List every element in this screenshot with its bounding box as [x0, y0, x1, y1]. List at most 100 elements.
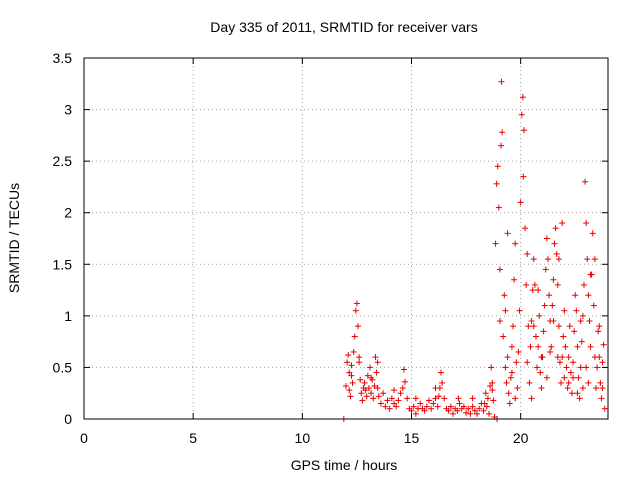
data-point — [574, 390, 581, 397]
data-point — [356, 359, 363, 366]
data-point — [563, 364, 570, 371]
data-point — [537, 369, 544, 376]
data-point — [564, 385, 571, 392]
data-point — [535, 287, 542, 294]
data-point — [597, 379, 604, 386]
data-point — [585, 379, 592, 386]
data-point — [449, 410, 456, 417]
data-point — [355, 323, 362, 330]
data-point — [594, 364, 601, 371]
y-tick-label: 3 — [64, 102, 72, 118]
axis-ticks — [83, 57, 608, 420]
data-point — [489, 387, 496, 394]
data-point — [408, 407, 415, 414]
data-point — [579, 385, 586, 392]
y-tick-label: 0 — [64, 411, 72, 427]
data-point — [551, 240, 558, 247]
data-point — [351, 333, 358, 340]
data-point — [469, 395, 476, 402]
data-point — [530, 256, 537, 263]
data-points — [340, 78, 608, 422]
data-point — [382, 403, 389, 410]
data-point — [345, 352, 352, 359]
data-point — [371, 382, 378, 389]
data-point — [391, 387, 398, 394]
data-point — [565, 354, 572, 361]
y-tick-label: 1.5 — [53, 256, 73, 272]
data-point — [498, 78, 505, 85]
data-point — [373, 369, 380, 376]
x-tick-labels: 0 5 10 15 20 — [80, 430, 529, 446]
data-point — [600, 341, 607, 348]
data-point — [525, 323, 532, 330]
data-point — [587, 271, 594, 278]
data-point — [348, 372, 355, 379]
data-point — [455, 395, 462, 402]
data-point — [527, 343, 534, 350]
data-point — [374, 359, 381, 366]
data-point — [540, 328, 547, 335]
data-point — [484, 395, 491, 402]
data-point — [520, 173, 527, 180]
data-point — [363, 393, 370, 400]
data-point — [380, 390, 387, 397]
data-point — [547, 348, 554, 355]
data-point — [577, 318, 584, 325]
data-point — [577, 364, 584, 371]
data-point — [544, 256, 551, 263]
y-tick-label: 2 — [64, 205, 72, 221]
data-point — [430, 400, 437, 407]
data-point — [346, 387, 353, 394]
data-point — [368, 390, 375, 397]
data-point — [353, 300, 360, 307]
data-point — [397, 390, 404, 397]
data-point — [595, 328, 602, 335]
data-point — [347, 393, 354, 400]
y-tick-label: 1 — [64, 308, 72, 324]
data-point — [592, 385, 599, 392]
data-point — [435, 393, 442, 400]
data-point — [348, 362, 355, 369]
data-point — [524, 250, 531, 257]
data-point — [439, 379, 446, 386]
data-point — [556, 359, 563, 366]
data-point — [480, 407, 487, 414]
data-point — [575, 374, 582, 381]
data-point — [554, 354, 561, 361]
data-point — [503, 379, 510, 386]
data-point — [432, 395, 439, 402]
data-point — [598, 395, 605, 402]
data-point — [412, 395, 419, 402]
data-point — [589, 230, 596, 237]
data-point — [469, 403, 476, 410]
data-point — [511, 276, 518, 283]
x-axis-label: GPS time / hours — [291, 457, 398, 473]
data-point — [560, 333, 567, 340]
data-point — [361, 379, 368, 386]
data-point — [590, 302, 597, 309]
data-point — [570, 359, 577, 366]
data-point — [517, 199, 524, 206]
data-point — [456, 400, 463, 407]
data-point — [583, 220, 590, 227]
data-point — [542, 266, 549, 273]
data-point — [555, 256, 562, 263]
data-point — [515, 348, 522, 355]
data-point — [526, 379, 533, 386]
data-point — [454, 407, 461, 414]
data-point — [499, 129, 506, 136]
data-point — [572, 292, 579, 299]
data-point — [506, 400, 513, 407]
data-point — [513, 359, 520, 366]
data-point — [574, 343, 581, 350]
data-point — [432, 385, 439, 392]
data-point — [364, 372, 371, 379]
data-point — [482, 390, 489, 397]
data-point — [476, 405, 483, 412]
data-point — [543, 235, 550, 242]
data-point — [400, 366, 407, 373]
data-point — [399, 385, 406, 392]
data-point — [481, 400, 488, 407]
data-point — [488, 364, 495, 371]
data-point — [565, 379, 572, 386]
